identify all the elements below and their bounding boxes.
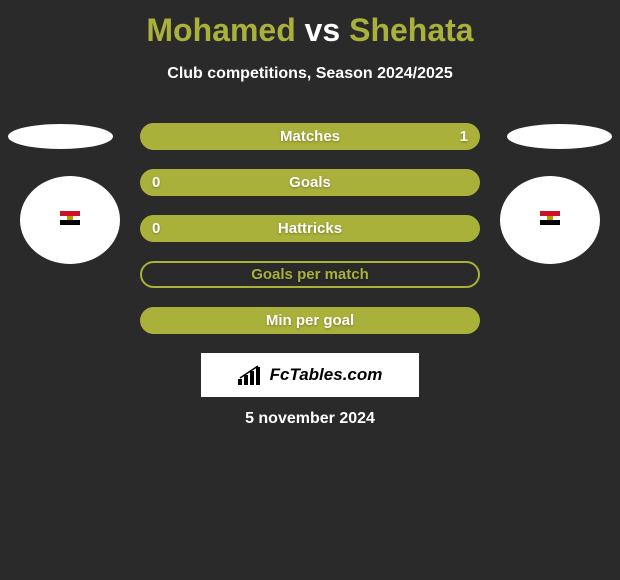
flag-left-icon [60,211,80,225]
stat-label: Hattricks [278,220,342,237]
bars-icon [238,365,266,385]
title-player-left: Mohamed [146,12,295,48]
flag-right-icon [540,211,560,225]
stat-bars: Matches 1 0 Goals 0 Hattricks Goals per … [140,123,480,353]
brand-box: FcTables.com [201,353,419,397]
shadow-ellipse-left [8,124,113,149]
page-title: Mohamed vs Shehata [0,0,620,49]
title-vs: vs [305,12,341,48]
stat-right-value: 1 [460,128,468,145]
subtitle: Club competitions, Season 2024/2025 [0,65,620,83]
stat-row-min-per-goal: Min per goal [140,307,480,334]
title-player-right: Shehata [349,12,473,48]
brand-text: FcTables.com [270,365,383,385]
stat-row-hattricks: 0 Hattricks [140,215,480,242]
stat-label: Min per goal [266,312,354,329]
stat-label: Matches [280,128,340,145]
date-text: 5 november 2024 [0,410,620,428]
shadow-ellipse-right [507,124,612,149]
stat-left-value: 0 [152,174,160,191]
stat-label: Goals [289,174,331,191]
stat-left-value: 0 [152,220,160,237]
stat-row-matches: Matches 1 [140,123,480,150]
stat-label: Goals per match [251,266,369,283]
stat-row-goals: 0 Goals [140,169,480,196]
stat-row-goals-per-match: Goals per match [140,261,480,288]
